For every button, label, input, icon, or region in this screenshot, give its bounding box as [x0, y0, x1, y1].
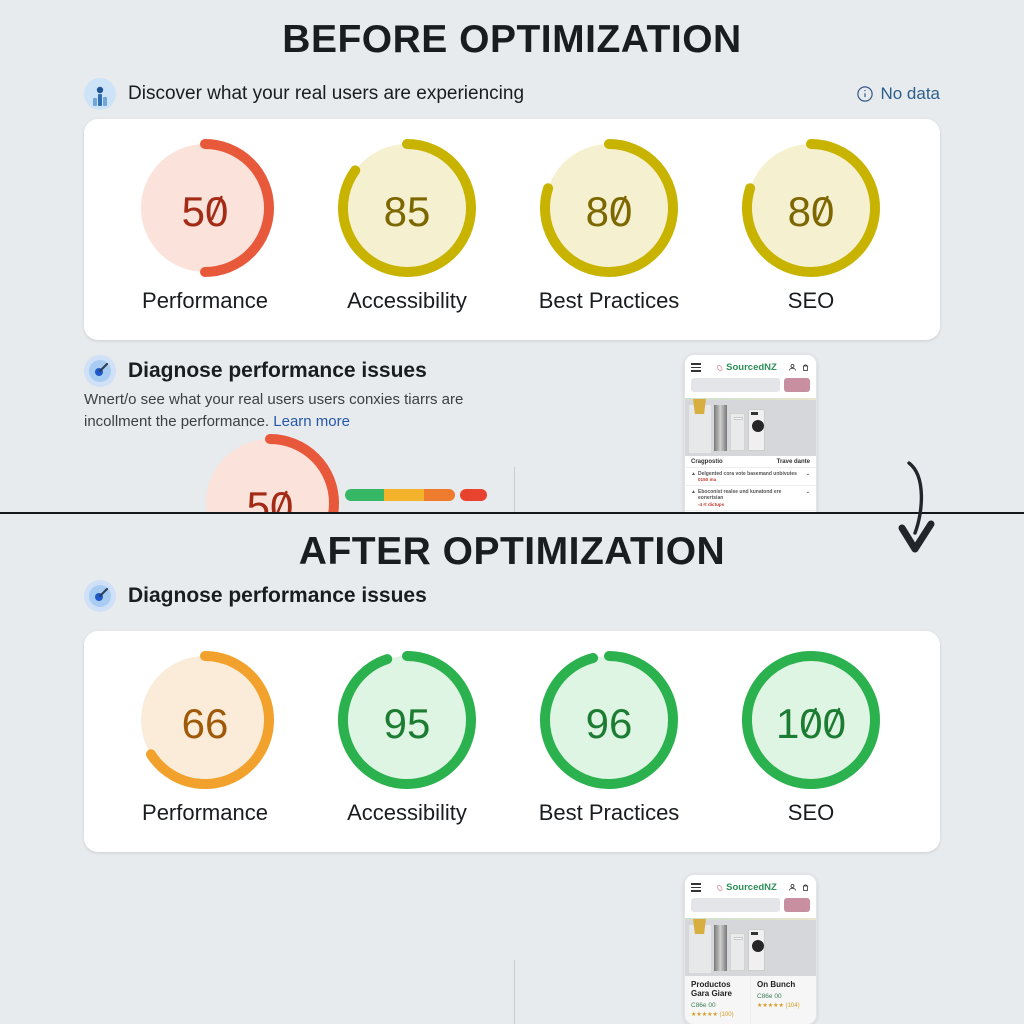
- svg-text:66: 66: [182, 700, 229, 747]
- svg-text:85: 85: [384, 188, 431, 235]
- svg-text:80: 80: [788, 188, 835, 235]
- svg-text:80: 80: [586, 188, 633, 235]
- svg-text:95: 95: [384, 700, 431, 747]
- svg-text:50: 50: [182, 188, 229, 235]
- svg-text:96: 96: [586, 700, 633, 747]
- svg-text:100: 100: [776, 700, 846, 747]
- svg-text:50: 50: [247, 483, 294, 512]
